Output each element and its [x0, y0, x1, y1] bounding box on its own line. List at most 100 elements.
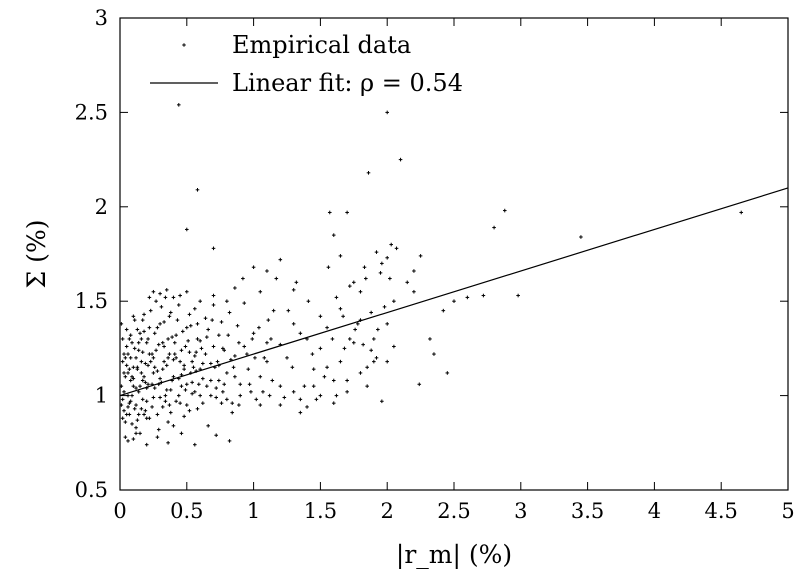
data-point — [418, 254, 423, 258]
data-point — [144, 442, 149, 447]
data-point — [126, 405, 130, 409]
legend-label-empirical: Empirical data — [232, 31, 411, 59]
data-point — [176, 393, 181, 398]
data-point — [120, 416, 125, 421]
data-point — [190, 380, 194, 385]
data-point — [158, 395, 162, 400]
data-point — [123, 420, 128, 424]
data-point — [254, 397, 259, 402]
data-point — [481, 293, 486, 298]
data-point — [226, 333, 231, 337]
data-point — [206, 327, 210, 332]
data-point — [159, 305, 164, 309]
data-point — [136, 348, 141, 353]
data-point — [338, 254, 343, 258]
x-tick-label: 1.5 — [304, 499, 337, 523]
data-point — [139, 359, 144, 364]
data-point — [130, 422, 134, 426]
data-point — [163, 393, 168, 398]
data-point — [441, 308, 446, 313]
data-point — [146, 363, 150, 368]
data-point — [206, 424, 210, 428]
data-point — [155, 412, 160, 417]
data-point — [131, 365, 136, 370]
data-point — [155, 369, 160, 373]
data-point — [318, 314, 323, 319]
data-point — [385, 322, 389, 326]
y-tick-label: 1.5 — [75, 289, 108, 313]
data-point — [138, 384, 142, 388]
y-tick-label: 1 — [95, 384, 108, 408]
data-point — [132, 346, 137, 351]
data-point — [130, 340, 134, 345]
data-point — [152, 386, 157, 390]
data-point — [262, 356, 267, 360]
data-point — [235, 323, 240, 328]
data-point — [142, 374, 146, 379]
data-point — [361, 342, 365, 347]
data-point — [195, 337, 200, 341]
data-point — [325, 365, 329, 370]
data-point — [128, 378, 133, 383]
data-point — [290, 365, 295, 370]
legend-plus-marker — [182, 43, 186, 47]
data-point — [331, 233, 336, 237]
data-point — [380, 261, 384, 266]
data-point — [123, 356, 128, 360]
data-point — [334, 393, 339, 398]
data-point — [122, 390, 126, 394]
data-point — [163, 295, 168, 300]
data-point — [203, 316, 208, 320]
data-point — [338, 306, 343, 311]
data-point — [211, 293, 216, 298]
data-point — [376, 327, 380, 332]
data-point — [374, 356, 379, 360]
data-point — [130, 374, 134, 379]
data-point — [144, 340, 149, 345]
data-point — [325, 325, 329, 330]
data-point — [166, 441, 170, 445]
data-point — [227, 439, 232, 443]
data-point — [398, 157, 403, 162]
data-point — [167, 314, 172, 319]
data-point — [162, 320, 166, 324]
data-point — [158, 291, 162, 296]
data-point — [369, 310, 373, 315]
y-tick-label: 2 — [95, 195, 108, 219]
data-point — [516, 293, 520, 298]
data-point — [209, 378, 213, 383]
data-point — [164, 363, 169, 368]
data-point — [331, 378, 336, 383]
x-tick-label: 1 — [247, 499, 260, 523]
data-point — [140, 318, 145, 322]
data-point — [199, 346, 204, 351]
data-point — [187, 312, 192, 317]
data-point — [164, 288, 169, 292]
data-point — [164, 388, 169, 392]
x-tick-label: 2 — [381, 499, 394, 523]
data-point — [120, 359, 125, 364]
data-point — [176, 303, 181, 307]
data-point — [193, 442, 197, 447]
data-point — [147, 295, 152, 300]
data-point — [190, 391, 194, 396]
x-tick-label: 2.5 — [437, 499, 470, 523]
data-point — [120, 397, 125, 402]
data-point — [219, 401, 224, 405]
data-point — [310, 352, 315, 356]
data-point — [291, 288, 296, 292]
data-point — [124, 363, 129, 368]
data-point — [195, 322, 200, 326]
data-point — [134, 431, 138, 436]
data-point — [278, 403, 283, 407]
x-axis-label: |r_m| (%) — [396, 540, 512, 570]
data-point — [193, 306, 197, 311]
data-point — [302, 384, 307, 388]
data-point — [185, 403, 189, 407]
data-point — [247, 382, 252, 387]
data-point — [201, 361, 205, 366]
x-tick-label: 3 — [514, 499, 527, 523]
data-point — [152, 365, 157, 370]
data-point — [417, 382, 422, 387]
data-point — [167, 403, 172, 407]
